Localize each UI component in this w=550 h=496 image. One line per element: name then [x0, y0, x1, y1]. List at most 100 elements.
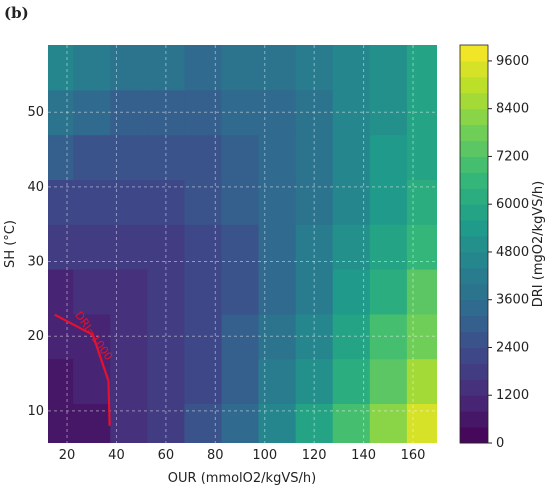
colorbar-band — [460, 172, 488, 189]
field-cell — [147, 89, 186, 136]
field-cell — [406, 313, 437, 360]
field-cell — [369, 269, 408, 315]
colorbar-band — [460, 60, 488, 78]
colorbar-tick-label: 2400 — [496, 340, 529, 355]
colorbar-frame — [459, 44, 489, 444]
x-tick-label: 160 — [401, 448, 426, 463]
field-cell — [48, 269, 74, 315]
field-cell — [258, 224, 297, 270]
field-cell — [221, 403, 260, 443]
field-cell — [110, 179, 148, 225]
field-cell — [295, 134, 334, 181]
x-tick-label: 80 — [207, 448, 224, 463]
colorbar-band — [460, 76, 488, 94]
contour-line — [54, 313, 111, 426]
field-cell — [369, 134, 408, 181]
field-cell — [147, 134, 186, 181]
field-cell — [258, 134, 297, 181]
field-cell — [332, 134, 371, 181]
colorbar-tick-label: 3600 — [496, 293, 529, 308]
colorbar-band — [460, 156, 488, 173]
colorbar-band — [460, 283, 488, 301]
colorbar: 0 1200 2400 3600 4800 6000 7200 8400 9600 — [459, 44, 529, 451]
colorbar-band — [460, 299, 488, 317]
field-cell — [221, 89, 260, 136]
panel-label: (b) — [4, 4, 29, 22]
field-cell — [369, 313, 408, 360]
field-cell — [147, 179, 186, 225]
field-cell — [147, 45, 186, 91]
contour-field — [48, 45, 437, 443]
y-tick-label: 30 — [27, 255, 44, 270]
colorbar-band — [460, 108, 488, 126]
colorbar-band — [460, 220, 488, 237]
field-cell — [48, 89, 74, 136]
x-axis-label: OUR (mmolO2/kgVS/h) — [168, 471, 316, 486]
field-cell — [295, 179, 334, 225]
grid — [48, 45, 437, 443]
field-cell — [184, 45, 223, 91]
field-cell — [147, 224, 186, 270]
field-cell — [258, 89, 297, 136]
field-cell — [184, 134, 223, 181]
field-cell — [295, 89, 334, 136]
field-cell — [406, 358, 437, 405]
colorbar-tick-label: 9600 — [496, 54, 529, 69]
field-cell — [295, 403, 334, 443]
field-cell — [73, 269, 111, 315]
field-cell — [295, 358, 334, 405]
field-cell — [73, 358, 111, 405]
y-tick-label: 40 — [27, 180, 44, 195]
field-cell — [406, 224, 437, 270]
x-tick-label: 140 — [351, 448, 376, 463]
field-cell — [73, 134, 111, 181]
y-tick-label: 20 — [27, 329, 44, 344]
field-cell — [48, 224, 74, 270]
field-cell — [110, 45, 148, 91]
field-cell — [48, 403, 74, 443]
colorbar-band — [460, 411, 488, 428]
field-cell — [406, 45, 437, 91]
field-cell — [184, 313, 223, 360]
colorbar-band — [460, 315, 488, 333]
colorbar-tick-label: 7200 — [496, 149, 529, 164]
colorbar-band — [460, 92, 488, 110]
field-cell — [258, 358, 297, 405]
colorbar-band — [460, 363, 488, 380]
field-cell — [258, 45, 297, 91]
field-cell — [110, 224, 148, 270]
field-cell — [48, 134, 74, 181]
field-cell — [184, 403, 223, 443]
field-cell — [332, 269, 371, 315]
x-tick-label: 60 — [158, 448, 175, 463]
colorbar-band — [460, 236, 488, 253]
field-cell — [369, 403, 408, 443]
field-cell — [258, 269, 297, 315]
field-cell — [406, 134, 437, 181]
colorbar-tick-label: 4800 — [496, 245, 529, 260]
colorbar-label: DRI (mgO2/kgVS/h) — [531, 181, 546, 308]
field-cell — [221, 224, 260, 270]
field-cell — [295, 313, 334, 360]
field-cell — [295, 224, 334, 270]
field-cell — [221, 358, 260, 405]
field-cell — [221, 45, 260, 91]
colorbar-tick-label: 0 — [496, 436, 504, 451]
field-cell — [221, 134, 260, 181]
field-cell — [221, 179, 260, 225]
field-cell — [369, 358, 408, 405]
field-cell — [332, 224, 371, 270]
colorbar-band — [460, 331, 488, 348]
field-cell — [184, 358, 223, 405]
colorbar-band — [460, 204, 488, 221]
field-cell — [73, 45, 111, 91]
field-cell — [184, 269, 223, 315]
field-cell — [184, 89, 223, 136]
colorbar-band — [460, 267, 488, 285]
colorbar-band — [460, 45, 488, 62]
colorbar-tick-label: 6000 — [496, 197, 529, 212]
field-cell — [369, 89, 408, 136]
field-cell — [332, 89, 371, 136]
field-cell — [110, 358, 148, 405]
